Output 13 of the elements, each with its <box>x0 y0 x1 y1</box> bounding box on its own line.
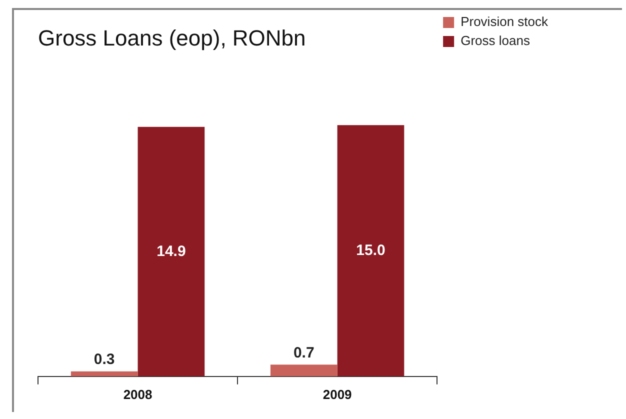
legend-label: Gross loans <box>460 33 530 48</box>
data-label: 15.0 <box>356 242 386 259</box>
x-tick-label: 2009 <box>322 386 352 402</box>
data-label: 14.9 <box>156 242 186 260</box>
bar <box>270 364 338 376</box>
bar <box>70 371 138 376</box>
bar <box>337 125 404 376</box>
data-label: 0.7 <box>293 344 314 362</box>
bar <box>138 126 205 376</box>
chart-title: Gross Loans (eop), RONbn <box>38 25 306 50</box>
data-label: 0.3 <box>94 351 115 368</box>
legend-label: Provision stock <box>460 14 548 30</box>
x-tick-label: 2008 <box>123 386 152 402</box>
